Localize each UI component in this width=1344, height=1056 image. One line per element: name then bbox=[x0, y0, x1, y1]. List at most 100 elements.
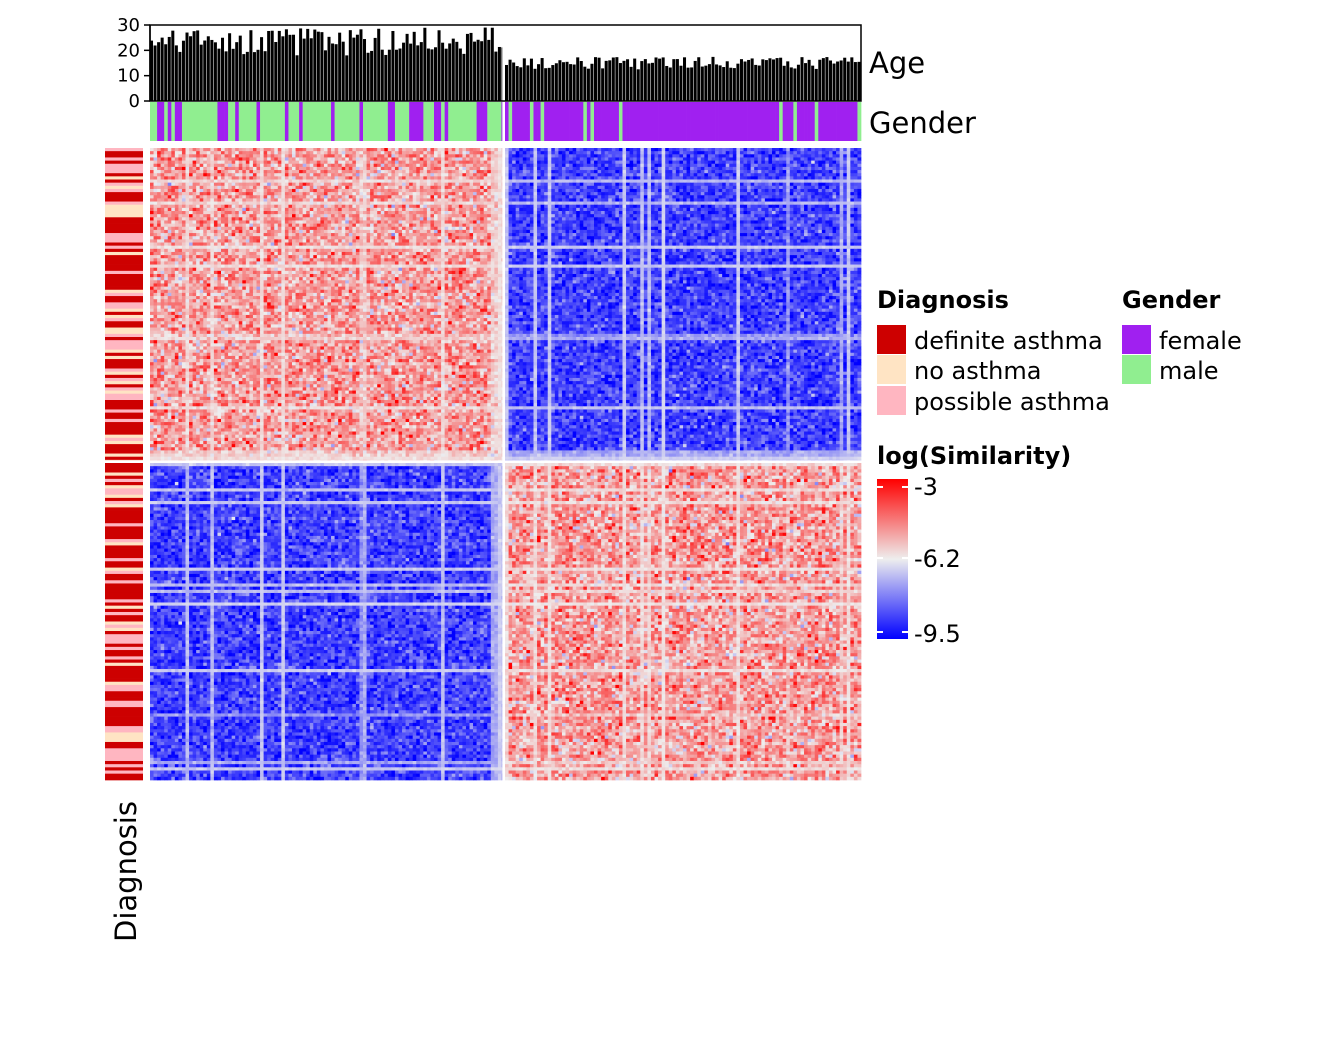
heatmap-cell bbox=[590, 157, 595, 161]
heatmap-cell bbox=[256, 154, 261, 158]
heatmap-cell bbox=[277, 179, 282, 183]
heatmap-cell bbox=[181, 154, 186, 158]
heatmap-cell bbox=[292, 198, 296, 202]
heatmap-cell bbox=[807, 207, 812, 212]
heatmap-cell bbox=[451, 179, 456, 183]
heatmap-cell bbox=[196, 182, 201, 187]
heatmap-cell bbox=[622, 207, 627, 212]
heatmap-cell bbox=[281, 163, 286, 168]
heatmap-cell bbox=[704, 163, 709, 168]
heatmap-cell bbox=[189, 204, 193, 209]
heatmap-cell bbox=[526, 185, 531, 190]
heatmap-cell bbox=[263, 214, 268, 218]
diagnosis-cell bbox=[105, 681, 143, 686]
heatmap-cell bbox=[405, 179, 410, 183]
heatmap-cell bbox=[320, 173, 325, 177]
heatmap-cell bbox=[295, 154, 300, 158]
gender-cell bbox=[636, 102, 641, 141]
heatmap-cell bbox=[821, 148, 826, 152]
heatmap-cell bbox=[171, 192, 176, 196]
heatmap-cell bbox=[846, 192, 851, 196]
heatmap-cell bbox=[373, 163, 378, 168]
heatmap-cell bbox=[476, 201, 481, 206]
heatmap-cell bbox=[505, 163, 509, 168]
heatmap-cell bbox=[608, 214, 613, 218]
heatmap-cell bbox=[476, 176, 481, 180]
heatmap-cell bbox=[533, 207, 538, 212]
heatmap-cell bbox=[196, 192, 201, 196]
heatmap-cell bbox=[444, 176, 449, 180]
heatmap-cell bbox=[729, 214, 734, 218]
heatmap-cell bbox=[473, 151, 477, 155]
heatmap-cell bbox=[309, 198, 314, 202]
heatmap-cell bbox=[836, 179, 840, 183]
heatmap-cell bbox=[722, 198, 727, 202]
heatmap-cell bbox=[857, 192, 862, 196]
heatmap-cell bbox=[157, 214, 161, 218]
heatmap-cell bbox=[398, 188, 403, 193]
heatmap-cell bbox=[434, 154, 438, 158]
heatmap-cell bbox=[323, 182, 328, 187]
heatmap-cell bbox=[380, 214, 385, 218]
age-bar bbox=[444, 48, 448, 101]
heatmap-cell bbox=[750, 188, 755, 193]
heatmap-cell bbox=[423, 163, 428, 168]
heatmap-cell bbox=[583, 214, 588, 218]
heatmap-cell bbox=[228, 148, 232, 152]
heatmap-cell bbox=[665, 173, 670, 177]
heatmap-cell bbox=[586, 173, 591, 177]
heatmap-cell bbox=[501, 211, 503, 215]
heatmap-cell bbox=[836, 157, 840, 161]
heatmap-cell bbox=[242, 148, 247, 152]
heatmap-cell bbox=[846, 198, 851, 202]
heatmap-cell bbox=[409, 192, 414, 196]
heatmap-cell bbox=[277, 188, 282, 193]
gender-cell bbox=[370, 102, 374, 141]
heatmap-cell bbox=[274, 151, 279, 155]
heatmap-cell bbox=[394, 148, 399, 152]
heatmap-cell bbox=[437, 182, 442, 187]
diagnosis-cell bbox=[105, 678, 143, 683]
heatmap-cell bbox=[804, 154, 808, 158]
heatmap-cell bbox=[558, 204, 563, 209]
heatmap-cell bbox=[512, 195, 517, 199]
heatmap-cell bbox=[786, 163, 791, 168]
heatmap-cell bbox=[608, 211, 613, 215]
heatmap-cell bbox=[846, 188, 851, 193]
heatmap-cell bbox=[448, 179, 453, 183]
heatmap-cell bbox=[679, 182, 684, 187]
heatmap-cell bbox=[206, 188, 211, 193]
heatmap-cell bbox=[654, 179, 659, 183]
heatmap-cell bbox=[846, 151, 851, 155]
heatmap-cell bbox=[583, 188, 588, 193]
heatmap-cell bbox=[618, 163, 623, 168]
heatmap-cell bbox=[366, 198, 371, 202]
heatmap-cell bbox=[729, 201, 734, 206]
heatmap-cell bbox=[718, 176, 723, 180]
heatmap-cell bbox=[309, 195, 314, 199]
heatmap-cell bbox=[768, 154, 773, 158]
heatmap-cell bbox=[618, 182, 623, 187]
heatmap-cell bbox=[252, 204, 257, 209]
heatmap-cell bbox=[704, 207, 709, 212]
heatmap-cell bbox=[341, 211, 346, 215]
heatmap-cell bbox=[597, 170, 602, 174]
heatmap-cell bbox=[757, 185, 762, 190]
heatmap-cell bbox=[764, 179, 769, 183]
diagnosis-cell bbox=[105, 440, 143, 445]
heatmap-cell bbox=[394, 198, 399, 202]
heatmap-cell bbox=[818, 166, 823, 171]
heatmap-cell bbox=[153, 188, 158, 193]
heatmap-cell bbox=[590, 182, 595, 187]
heatmap-cell bbox=[423, 185, 428, 190]
heatmap-cell bbox=[281, 214, 286, 218]
heatmap-cell bbox=[825, 151, 830, 155]
heatmap-cell bbox=[640, 157, 645, 161]
heatmap-cell bbox=[164, 154, 169, 158]
gender-cell bbox=[448, 102, 453, 141]
heatmap-cell bbox=[309, 192, 314, 196]
heatmap-cell bbox=[267, 207, 272, 212]
heatmap-cell bbox=[402, 160, 406, 165]
heatmap-cell bbox=[377, 204, 382, 209]
heatmap-cell bbox=[199, 204, 204, 209]
